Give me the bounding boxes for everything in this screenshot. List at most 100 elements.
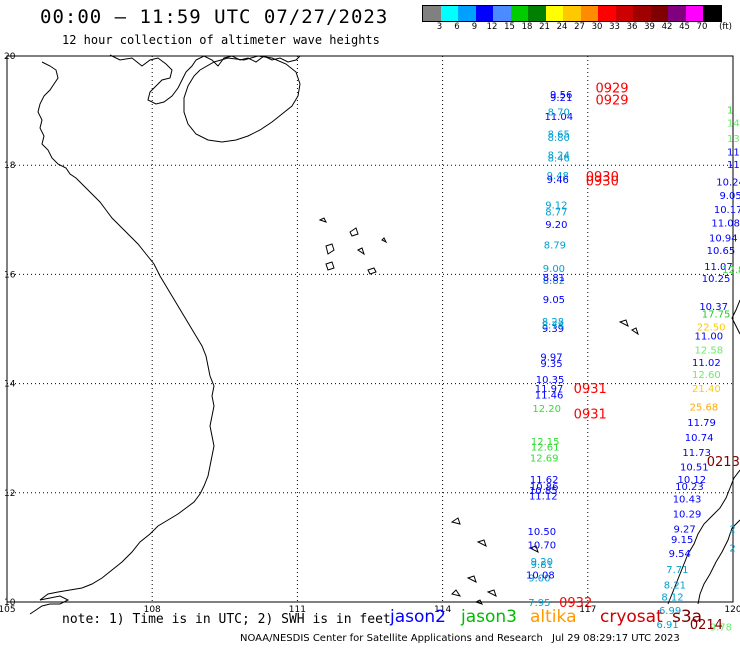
color-scale-bar <box>422 5 722 22</box>
wave-height-value: 10.65 <box>707 246 736 257</box>
longitude-tick-label: 120 <box>724 605 740 615</box>
wave-height-value: 9.39 <box>542 324 564 335</box>
longitude-tick-label: 114 <box>434 605 451 615</box>
latitude-tick-label: 12 <box>4 489 15 499</box>
color-scale-label: 15 <box>504 22 515 32</box>
pass-time-label: 0931 <box>574 408 607 423</box>
wave-height-value: 8.77 <box>545 208 567 219</box>
track-cyan_main: 8.658.249.128.799.008.828.289.209.007.95 <box>528 130 570 609</box>
credit-text: NOAA/NESDIS Center for Satellite Applica… <box>240 633 543 644</box>
color-scale-label: 33 <box>609 22 620 32</box>
track-green_east: 17.75 12.58 12.60 9.78 <box>692 310 732 634</box>
color-scale-label: 27 <box>574 22 585 32</box>
color-scale-label: 70 <box>696 22 708 32</box>
wave-height-value: 12.61 <box>531 442 560 453</box>
wave-height-value: 9.05 <box>543 295 565 306</box>
wave-height-value: 9.81 <box>531 560 553 571</box>
wave-height-value: 9.05 <box>719 191 740 202</box>
color-swatch-15 <box>685 6 703 21</box>
wave-height-value: 10.74 <box>685 433 714 444</box>
altimeter-tracks: 9.2111.049.209.059.399.979.3510.3511.461… <box>526 90 740 633</box>
wave-height-value: 10.24 <box>716 178 740 189</box>
satellite-s3a-label: s3a <box>672 607 703 627</box>
wave-height-value: 9.21 <box>550 93 572 104</box>
wave-height-value: 11.9 <box>727 160 740 171</box>
wave-height-value: 8.70 <box>548 108 570 119</box>
wave-height-value: 12.60 <box>692 370 721 381</box>
wave-height-value: 8.80 <box>548 133 570 144</box>
wave-height-value: 8.46 <box>548 154 570 165</box>
color-swatch-11 <box>615 6 633 21</box>
track-jason2_east: 10.249.0510.1711.0810.9410.6511.0710.251… <box>669 178 740 560</box>
latitude-tick-label: 10 <box>4 598 16 608</box>
wave-height-value: 9.27 <box>673 524 695 535</box>
color-swatch-7 <box>545 6 563 21</box>
wave-height-value: 10.70 <box>527 541 556 552</box>
wave-height-value: 21.40 <box>692 384 721 395</box>
wave-height-value: 11.00 <box>694 332 723 343</box>
edge-values: 12.8 1 14 13 11.411.9 2 2 <box>722 106 740 555</box>
latitude-tick-label: 20 <box>4 52 16 62</box>
pass-time-label: 0931 <box>574 382 607 397</box>
wave-height-value: 10.85 <box>529 486 558 497</box>
wave-height-value: 11.12 <box>529 492 558 503</box>
wave-height-value: 7.95 <box>528 598 550 609</box>
wave-height-value: 10.94 <box>709 233 738 244</box>
color-scale-label: 3 <box>436 22 443 32</box>
wave-height-value: 12.15 <box>531 437 560 448</box>
wave-height-value: 10.35 <box>536 375 565 386</box>
wave-height-value: 6.99 <box>659 606 681 617</box>
wave-height-value: 11.73 <box>682 448 711 459</box>
wave-height-value: 8.28 <box>542 317 564 328</box>
wave-height-value: 10.17 <box>714 205 740 216</box>
vietnam-coastline <box>37 61 215 601</box>
wave-height-value: 9.35 <box>540 359 562 370</box>
wave-height-value: 10.43 <box>673 494 702 505</box>
map-frame <box>6 55 734 603</box>
color-scale-label: (ft) <box>719 22 732 32</box>
wave-height-value: 12.69 <box>530 453 559 464</box>
wave-height-value: 8.65 <box>548 130 570 141</box>
latitude-tick-label: 18 <box>4 161 16 171</box>
color-scale-label: 45 <box>679 22 690 32</box>
color-scale-label: 36 <box>626 22 638 32</box>
wave-height-value: 10.23 <box>675 482 704 493</box>
wave-height-value: 10.51 <box>680 463 709 474</box>
wave-height-value: 9.78 <box>710 623 732 634</box>
wave-height-value: 25.68 <box>690 403 719 414</box>
wave-height-value: 11.79 <box>687 418 716 429</box>
color-scale-label: 21 <box>539 22 550 32</box>
wave-height-value: 8.79 <box>544 240 566 251</box>
wave-height-value: 9.54 <box>669 549 691 560</box>
wave-height-value: 11.08 <box>711 219 740 230</box>
wave-height-value: 2 <box>729 543 735 554</box>
wave-height-value: 9.00 <box>543 264 565 275</box>
wave-height-value: 9.56 <box>550 90 572 101</box>
wave-height-value: 11.07 <box>704 262 733 273</box>
leizhou-coastline <box>195 55 301 67</box>
wave-height-value: 17.75 <box>702 310 731 321</box>
wave-height-value: 11.97 <box>535 384 564 395</box>
latitude-tick-label: 14 <box>4 380 16 390</box>
page-subtitle: 12 hour collection of altimeter wave hei… <box>62 33 380 47</box>
wave-height-value: 13 <box>727 134 740 145</box>
wave-height-value: 9.20 <box>545 220 567 231</box>
wave-height-value: 10.86 <box>530 482 559 493</box>
wave-height-value: 8.81 <box>543 273 565 284</box>
color-swatch-14 <box>668 6 686 21</box>
longitude-tick-label: 108 <box>144 605 161 615</box>
color-scale-label: 39 <box>644 22 655 32</box>
wave-height-value: 9.97 <box>540 352 562 363</box>
color-scale-label: 12 <box>486 22 498 32</box>
color-scale-labels: 3 6 9 12 15 18 21 24 27 30 33 36 39 42 45 70 (ft) <box>422 22 740 34</box>
color-scale-label: 18 <box>521 22 533 32</box>
color-swatch-16 <box>703 6 721 21</box>
coastline <box>29 54 740 615</box>
wave-height-value: 22.50 <box>697 322 726 333</box>
color-scale-label: 9 <box>471 22 478 32</box>
color-swatch-8 <box>563 6 581 21</box>
wave-height-value: 10.12 <box>678 475 707 486</box>
color-swatch-13 <box>650 6 668 21</box>
